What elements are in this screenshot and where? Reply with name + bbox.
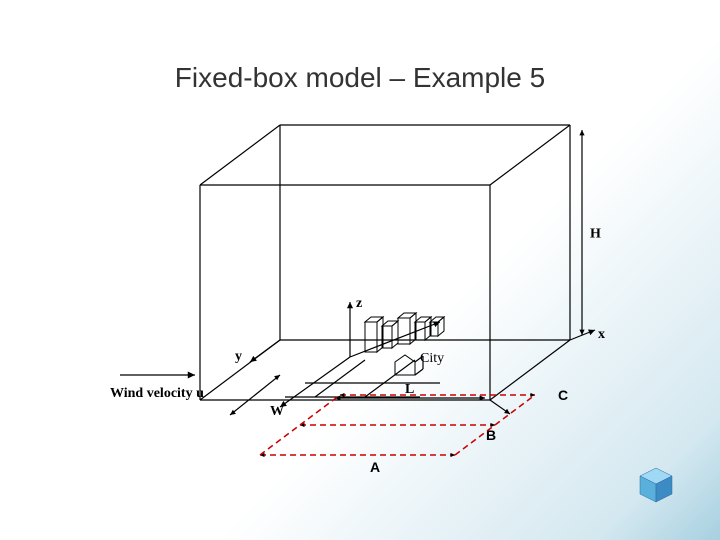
cube-icon <box>632 462 680 510</box>
svg-text:W: W <box>270 404 284 419</box>
diagram-svg: zHxyLWWind velocity uCityABC <box>110 100 610 480</box>
svg-text:Wind velocity u: Wind velocity u <box>110 386 204 401</box>
slide-title: Fixed-box model – Example 5 <box>0 62 720 94</box>
box-model-diagram: zHxyLWWind velocity uCityABC <box>110 100 610 480</box>
svg-text:z: z <box>356 296 362 311</box>
svg-text:City: City <box>420 351 444 366</box>
svg-text:H: H <box>590 227 601 242</box>
slide: Fixed-box model – Example 5 zHxyLWWind v… <box>0 0 720 540</box>
svg-text:y: y <box>235 349 242 364</box>
svg-text:x: x <box>598 327 605 342</box>
svg-text:C: C <box>558 387 568 403</box>
svg-text:B: B <box>486 427 496 443</box>
svg-text:A: A <box>370 459 380 475</box>
